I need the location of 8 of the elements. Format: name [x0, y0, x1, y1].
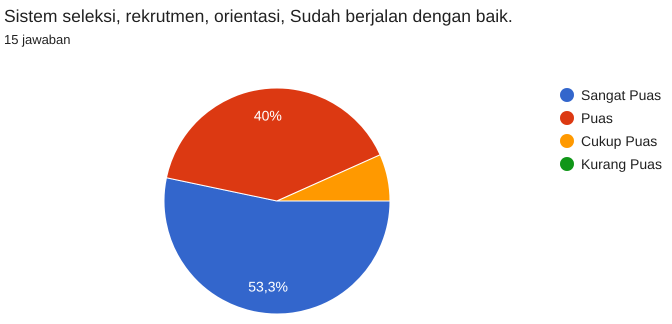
- legend-label: Sangat Puas: [581, 87, 662, 103]
- legend-label: Cukup Puas: [581, 133, 658, 149]
- legend-label: Kurang Puas: [581, 156, 662, 172]
- data-label: 53,3%: [248, 278, 288, 294]
- text: 15 jawaban: [4, 32, 70, 47]
- legend-label: Puas: [581, 110, 613, 126]
- chart-title: Sistem seleksi, rekrutmen, orientasi, Sudah berjalan dengan baik.: [4, 6, 513, 26]
- data-label: 40%: [254, 108, 282, 124]
